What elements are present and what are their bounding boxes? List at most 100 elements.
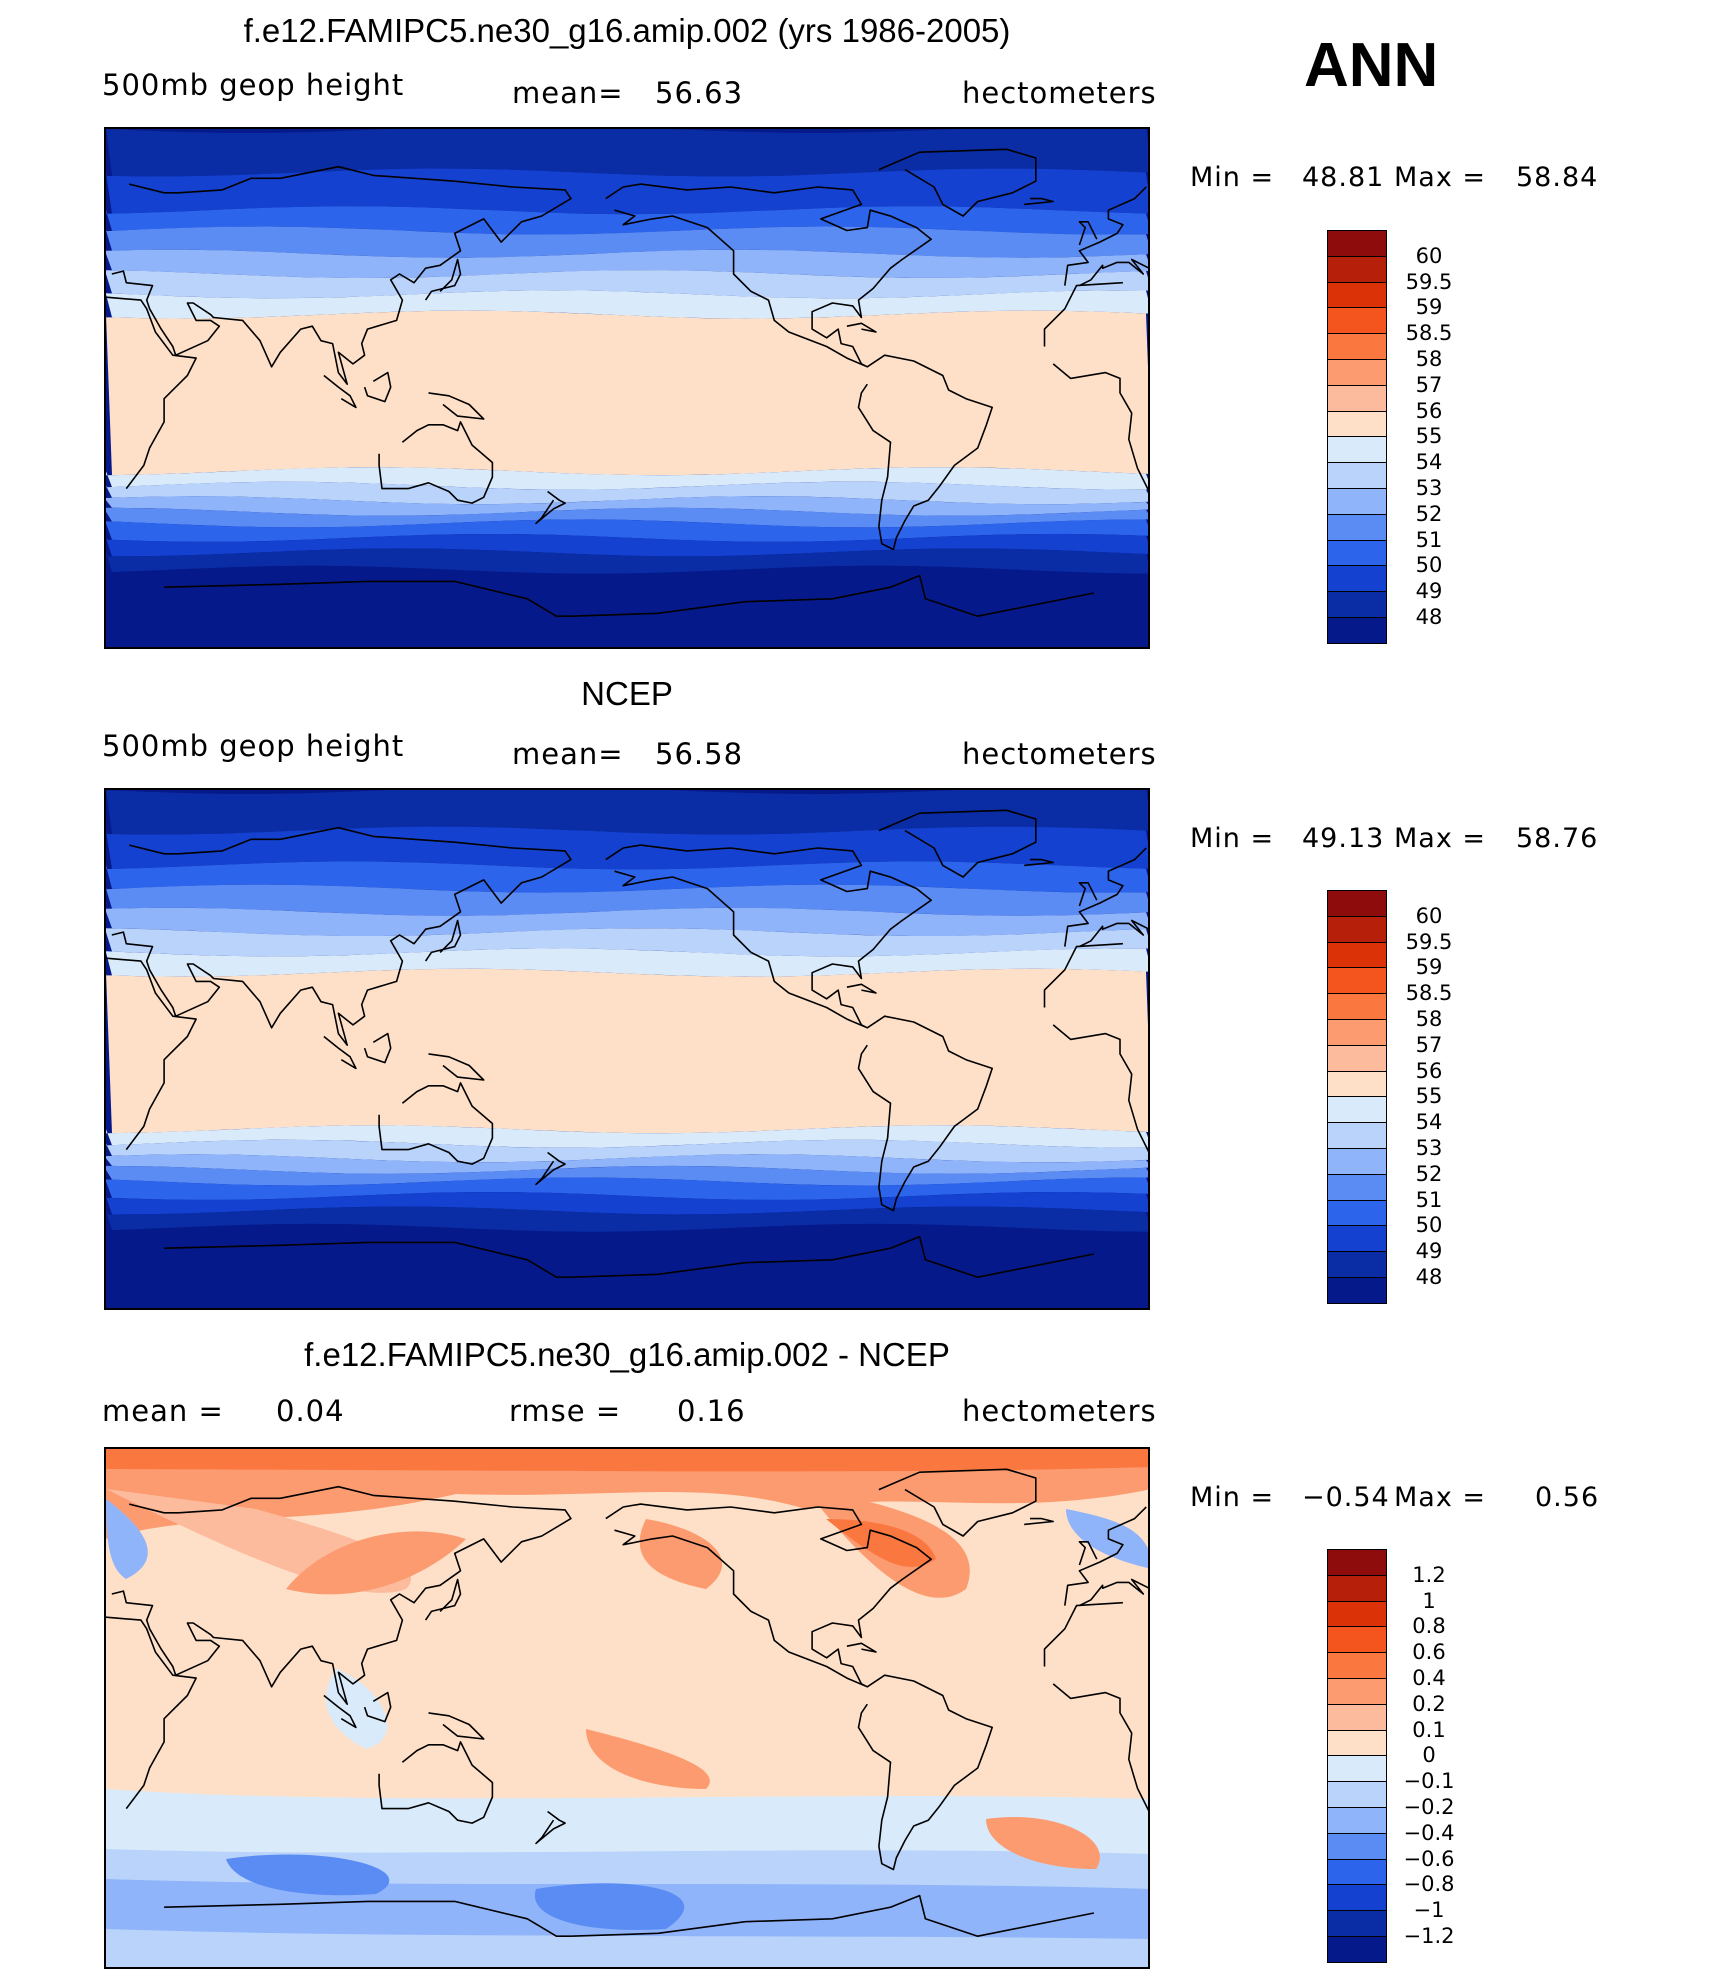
coastline (428, 392, 485, 420)
colorbar-label: 59.5 (1405, 269, 1453, 294)
panel3-title: f.e12.FAMIPC5.ne30_g16.amip.002 - NCEP (304, 1336, 950, 1373)
colorbar-label: 48 (1415, 605, 1443, 629)
coastline (878, 148, 1037, 217)
coastline (424, 258, 462, 301)
colorbar-label: 1 (1422, 1588, 1436, 1613)
coastline (570, 1235, 1095, 1279)
panel1-units-label: hectometers (962, 76, 1157, 110)
colorbar-swatch (1327, 967, 1387, 995)
coastline (428, 1712, 485, 1740)
field-band (106, 481, 1148, 505)
colorbar-swatch (1327, 1832, 1387, 1860)
colorbar-swatch (1327, 1122, 1387, 1149)
colorbar-label: −1.2 (1403, 1924, 1455, 1948)
coastline (323, 1035, 357, 1070)
colorbar-swatch (1327, 1019, 1387, 1046)
colorbar-swatch (1327, 462, 1387, 489)
colorbar-label: 53 (1415, 1136, 1443, 1160)
colorbar-label: −1 (1413, 1898, 1445, 1923)
panel3-rmse-prefix: rmse = (509, 1394, 622, 1428)
coastline (323, 374, 357, 409)
panel3-mean-value: 0.04 (276, 1394, 345, 1428)
coastline (106, 296, 197, 490)
coastline (164, 1241, 571, 1279)
field-band (106, 1223, 1148, 1308)
colorbar-swatch (1327, 1626, 1387, 1654)
coastline (363, 371, 392, 403)
coastline (570, 574, 1095, 618)
colorbar-swatch (1327, 1549, 1387, 1576)
panel2-title: NCEP (581, 675, 673, 712)
colorbar-label: 60 (1415, 243, 1443, 268)
field-contour-region (106, 1929, 1148, 1967)
colorbar-label: 51 (1415, 1187, 1443, 1212)
colorbar-swatch (1327, 1148, 1387, 1175)
coastline (1079, 919, 1148, 948)
field-contour-region (106, 1449, 1148, 1472)
colorbar-label: 51 (1415, 527, 1443, 552)
coastline (846, 322, 877, 333)
colorbar-swatch (1327, 915, 1387, 943)
colorbar-swatch (1327, 436, 1387, 464)
panel2-max-label: Max = (1394, 823, 1487, 854)
colorbar-label: 58 (1415, 347, 1443, 371)
colorbar-swatch (1327, 1781, 1387, 1808)
panel2-variable-label: 500mb geop height (102, 729, 405, 763)
coastline (1043, 1601, 1123, 1667)
colorbar-swatch (1327, 1199, 1387, 1227)
coastline (1024, 858, 1055, 867)
panel2-min-label: Min = (1190, 823, 1275, 854)
colorbar-label: 52 (1415, 1161, 1443, 1186)
coastline (1052, 1683, 1148, 1812)
field-band (106, 519, 1148, 542)
panel1-min-label: Min = (1190, 162, 1275, 193)
colorbar-label: 53 (1415, 476, 1443, 500)
colorbar-label: 0.1 (1412, 1717, 1446, 1742)
colorbar-swatch (1327, 1652, 1387, 1679)
panel1-map (104, 127, 1150, 649)
colorbar-swatch (1327, 1858, 1387, 1886)
field-contour-region (106, 1449, 1148, 1539)
field-band (106, 206, 1148, 235)
field-band (106, 565, 1148, 647)
coastline (1043, 281, 1123, 347)
panel3-min-value: −0.54 (1302, 1482, 1390, 1513)
field-band (106, 1177, 1148, 1200)
panel2-contour-field (106, 790, 1148, 1308)
coastline (605, 183, 933, 368)
colorbar-label: 50 (1415, 1213, 1443, 1238)
colorbar-swatch (1327, 565, 1387, 593)
colorbar-swatch (1327, 941, 1387, 969)
colorbar-swatch (1327, 333, 1387, 360)
panel1-contour-field (106, 129, 1148, 647)
coastline (1052, 363, 1148, 492)
field-band (106, 907, 1148, 937)
coastline (605, 1503, 933, 1688)
field-band (106, 507, 1148, 528)
colorbar-swatch (1327, 384, 1387, 412)
panel1-variable-label: 500mb geop height (102, 68, 405, 102)
panel3-min-label: Min = (1190, 1482, 1275, 1513)
colorbar-label: 55 (1415, 424, 1443, 449)
coastline (570, 1894, 1095, 1938)
colorbar-label: 56 (1415, 1058, 1443, 1083)
panel3-difference-field (106, 1449, 1148, 1967)
coastline (164, 1900, 571, 1938)
field-contour-region (226, 1854, 390, 1896)
colorbar-label: 59 (1415, 955, 1443, 980)
panel3-max-label: Max = (1394, 1482, 1487, 1513)
field-band (106, 533, 1148, 557)
coastline (535, 490, 566, 525)
colorbar-label: 48 (1415, 1265, 1443, 1289)
colorbar-label: 0.6 (1412, 1640, 1446, 1665)
panel2-max-value: 58.76 (1516, 823, 1599, 854)
panel1-mean-prefix: mean= (512, 76, 624, 110)
field-band (106, 1206, 1148, 1232)
coastline (106, 957, 197, 1151)
colorbar-swatch (1327, 591, 1387, 618)
colorbar-label: 0.2 (1412, 1691, 1446, 1716)
coastline (424, 919, 462, 962)
field-band (106, 129, 1148, 177)
field-contour-region (639, 1519, 723, 1589)
coastline (111, 1485, 572, 1705)
